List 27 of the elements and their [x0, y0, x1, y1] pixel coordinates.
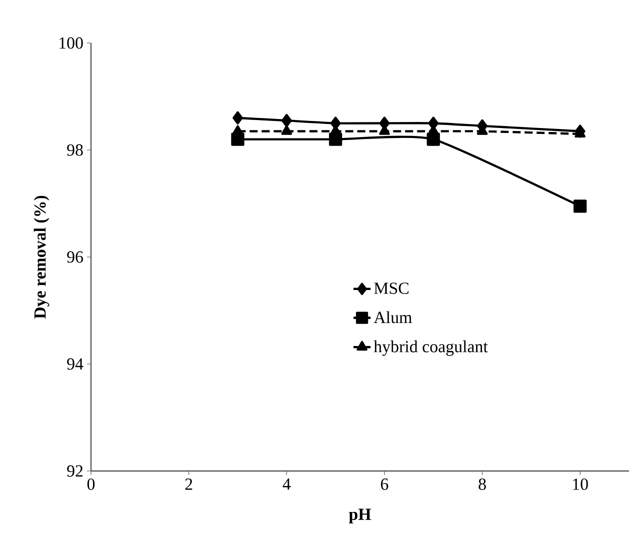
point [231, 132, 244, 146]
point [428, 116, 439, 130]
y-tick-label: 96 [67, 251, 83, 263]
legend-label: Alum [374, 311, 412, 324]
y-tick-label: 94 [67, 358, 84, 370]
point [328, 132, 342, 146]
y-tick-label: 98 [67, 144, 83, 156]
point [379, 116, 390, 130]
x-tick-label: 2 [185, 478, 192, 490]
point [281, 125, 292, 135]
point [426, 132, 440, 146]
legend-label: MSC [374, 282, 408, 294]
y-tick-label: 92 [67, 465, 83, 477]
y-tick-label: 100 [60, 37, 83, 49]
x-axis-title: pH [348, 508, 372, 524]
point [574, 200, 587, 213]
x-tick-label: 8 [478, 478, 486, 490]
x-tick-label: 10 [573, 478, 588, 490]
x-tick-label: 0 [87, 478, 95, 490]
point [330, 116, 341, 130]
point [281, 114, 292, 128]
x-tick-label: 4 [282, 478, 291, 490]
y-axis-title: Dye removal (%) [34, 196, 50, 319]
x-tick-label: 6 [380, 478, 388, 490]
point [574, 124, 586, 138]
point [232, 111, 243, 124]
legend-label: hybrid coagulant [374, 340, 488, 356]
